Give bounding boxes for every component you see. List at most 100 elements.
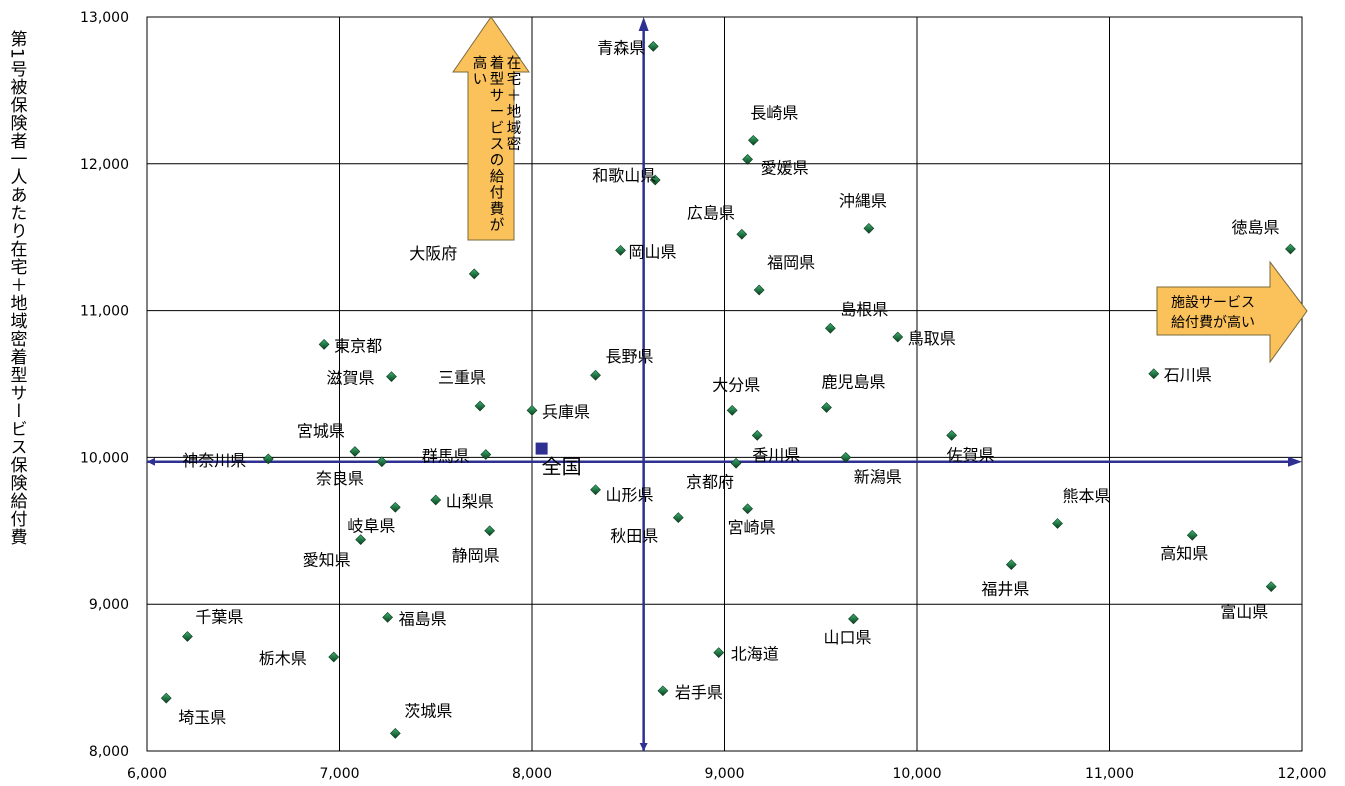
data-point bbox=[480, 449, 492, 460]
arrow-up-label-char: 着 bbox=[490, 55, 505, 72]
national-label: 全国 bbox=[542, 455, 582, 479]
x-tick-label: 6,000 bbox=[127, 766, 167, 782]
data-point bbox=[848, 613, 859, 625]
tick-layer: 6,000 7,000 8,000 9,000 10,000 11,000 12,000 8,… bbox=[80, 10, 1327, 782]
data-point bbox=[1285, 243, 1296, 255]
arrow-up-shape bbox=[452, 16, 530, 241]
data-point-label: 徳島県 bbox=[1231, 218, 1279, 237]
data-point bbox=[863, 223, 875, 234]
data-point-label: 京都府 bbox=[686, 472, 734, 491]
data-point-label: 大分県 bbox=[712, 375, 760, 394]
arrow-up-label-char: ＋ bbox=[507, 88, 522, 104]
data-point bbox=[726, 405, 738, 416]
data-point-label: 山形県 bbox=[606, 486, 654, 505]
arrow-up-label-char: 費 bbox=[490, 201, 505, 218]
x-tick-label: 10,000 bbox=[893, 766, 942, 782]
data-point-label: 高知県 bbox=[1160, 544, 1208, 563]
data-point-label: 富山県 bbox=[1220, 603, 1268, 622]
data-point bbox=[382, 612, 393, 623]
data-point bbox=[355, 534, 367, 545]
data-point bbox=[730, 457, 742, 469]
data-point bbox=[672, 512, 684, 523]
data-point-label: 静岡県 bbox=[452, 546, 500, 565]
grid-layer bbox=[146, 16, 1303, 752]
data-point-label: 神奈川県 bbox=[182, 451, 246, 470]
data-point bbox=[262, 453, 274, 465]
reference-arrowhead-up bbox=[638, 17, 649, 31]
arrow-up-label-char: 域 bbox=[507, 120, 522, 137]
data-point-label: 鹿児島県 bbox=[822, 372, 886, 391]
data-point-label: 沖縄県 bbox=[839, 191, 887, 210]
arrow-up-label-char: 付 bbox=[490, 185, 505, 202]
arrow-up-label-char: の bbox=[490, 153, 505, 169]
data-point bbox=[742, 503, 753, 515]
data-point-label: 北海道 bbox=[731, 645, 779, 664]
data-point bbox=[742, 154, 753, 165]
arrow-up-label-char: サ bbox=[490, 88, 505, 104]
data-point-label: 愛媛県 bbox=[761, 158, 809, 177]
data-point-label: 島根県 bbox=[840, 300, 888, 319]
data-point bbox=[647, 40, 659, 52]
data-point-label: 宮崎県 bbox=[728, 518, 776, 537]
x-tick-label: 12,000 bbox=[1278, 766, 1327, 782]
data-point-label: 愛知県 bbox=[303, 551, 351, 570]
data-point-label: 茨城県 bbox=[404, 701, 452, 720]
x-tick-label: 8,000 bbox=[512, 766, 552, 782]
arrow-up-label-char: ス bbox=[490, 137, 505, 153]
data-point bbox=[1265, 581, 1277, 592]
data-point bbox=[615, 245, 626, 256]
data-point-label: 東京都 bbox=[334, 336, 382, 355]
data-point bbox=[736, 228, 748, 240]
data-point bbox=[748, 134, 759, 146]
data-point bbox=[389, 728, 401, 739]
arrow-up-label-char: ー bbox=[490, 105, 505, 121]
data-point bbox=[386, 371, 397, 383]
data-point-label: 長崎県 bbox=[750, 103, 798, 122]
data-point-label: 群馬県 bbox=[422, 446, 470, 465]
arrow-up-label-char: 地 bbox=[507, 104, 522, 121]
data-point bbox=[1148, 368, 1160, 380]
data-point-label: 香川県 bbox=[752, 445, 800, 464]
y-tick-label: 10,000 bbox=[80, 450, 129, 466]
data-point bbox=[821, 402, 832, 413]
data-point bbox=[430, 494, 442, 506]
arrow-up-label-char: 給 bbox=[490, 168, 505, 185]
y-tick-label: 9,000 bbox=[89, 597, 129, 613]
data-point bbox=[590, 484, 601, 496]
data-point-label: 岩手県 bbox=[675, 683, 723, 702]
y-tick-label: 13,000 bbox=[80, 10, 129, 26]
data-point bbox=[474, 400, 486, 412]
arrow-up-label-char: い bbox=[473, 72, 488, 88]
reference-lines-layer bbox=[147, 17, 1302, 751]
data-point bbox=[713, 647, 725, 659]
x-tick-label: 7,000 bbox=[319, 766, 359, 782]
data-point-label: 鳥取県 bbox=[908, 329, 956, 348]
data-point bbox=[376, 456, 388, 468]
data-point bbox=[349, 446, 361, 457]
y-tick-label: 8,000 bbox=[89, 744, 129, 760]
data-point bbox=[751, 430, 763, 441]
data-point bbox=[892, 331, 904, 343]
data-point-label: 石川県 bbox=[1164, 366, 1212, 385]
data-point bbox=[840, 452, 852, 463]
y-tick-label: 12,000 bbox=[80, 157, 129, 173]
data-point-label: 岡山県 bbox=[629, 242, 677, 261]
data-point bbox=[649, 174, 661, 186]
y-axis-label: 第1号被保険者一人あたり在宅＋地域密着型サービス保険給付費 bbox=[6, 30, 27, 546]
data-point-label: 宮城県 bbox=[297, 422, 345, 441]
arrow-up-label-char: 型 bbox=[490, 71, 505, 88]
data-point-label: 秋田県 bbox=[610, 527, 658, 546]
data-point bbox=[946, 430, 958, 441]
data-point-label: 大阪府 bbox=[409, 244, 457, 263]
data-point bbox=[590, 369, 601, 381]
data-point-label: 熊本県 bbox=[1063, 486, 1111, 505]
data-point-label: 滋賀県 bbox=[326, 369, 374, 388]
data-point-label: 和歌山県 bbox=[592, 166, 656, 185]
data-point bbox=[484, 525, 496, 537]
data-point bbox=[1186, 529, 1198, 541]
